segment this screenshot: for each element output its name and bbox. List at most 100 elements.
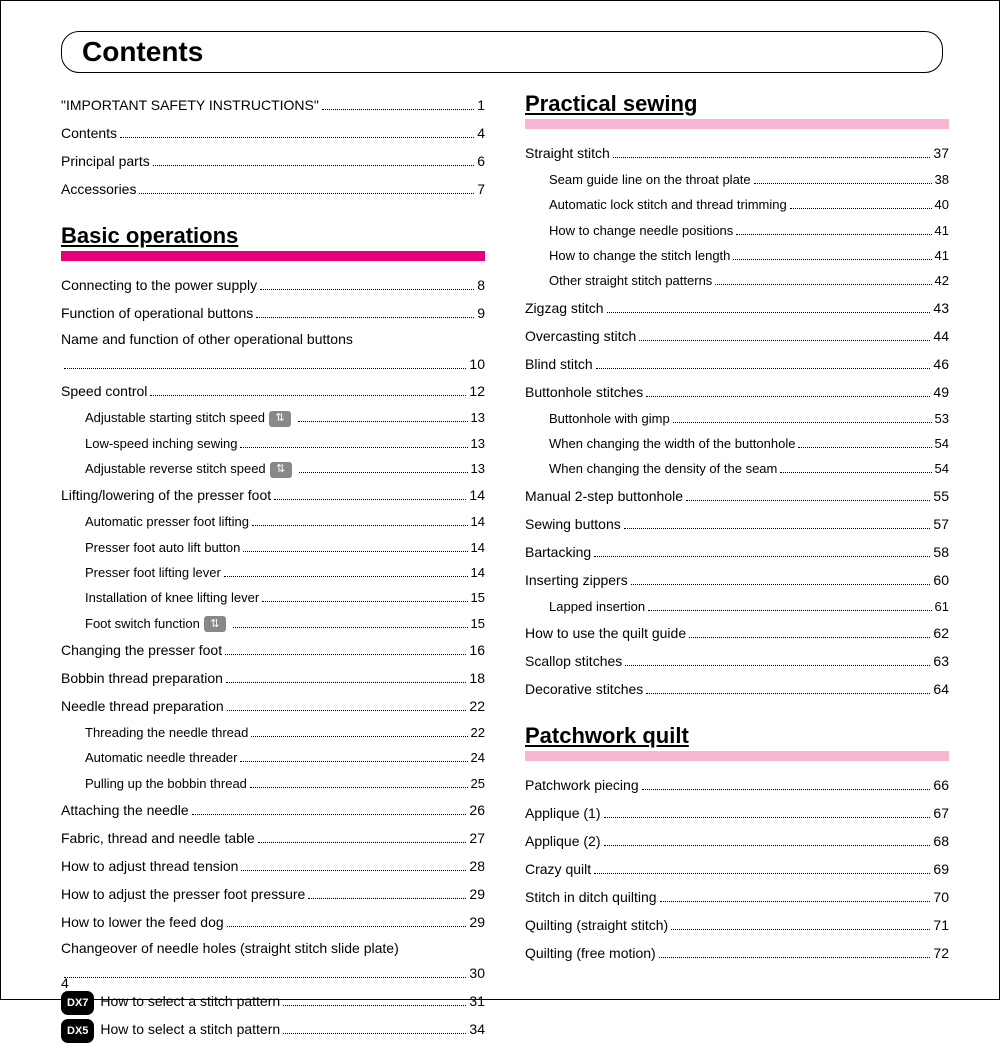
leader-dots [754, 171, 932, 184]
leader-dots [624, 515, 931, 529]
toc-label: Applique (1) [525, 799, 601, 827]
toc-entry: Bobbin thread preparation 18 [61, 664, 485, 692]
toc-columns: "IMPORTANT SAFETY INSTRUCTIONS" 1 Conten… [61, 91, 949, 1043]
toc-label: Crazy quilt [525, 855, 591, 883]
toc-entry: Automatic lock stitch and thread trimmin… [525, 192, 949, 217]
leader-dots [671, 917, 930, 931]
toc-label: "IMPORTANT SAFETY INSTRUCTIONS" [61, 91, 319, 119]
toc-page: 42 [935, 268, 949, 293]
toc-label: DX5How to select a stitch pattern [61, 1015, 280, 1043]
toc-entry: How to change the stitch length 41 [525, 243, 949, 268]
toc-entry: How to adjust thread tension 28 [61, 852, 485, 880]
toc-label: Patchwork piecing [525, 771, 639, 799]
toc-page: 49 [933, 378, 949, 406]
leader-dots [262, 590, 467, 603]
section-heading: Practical sewing [525, 91, 949, 117]
leader-dots [686, 487, 930, 501]
toc-entry: Installation of knee lifting lever 15 [61, 585, 485, 610]
toc-entry: Quilting (free motion) 72 [525, 939, 949, 967]
toc-entry: Needle thread preparation 22 [61, 692, 485, 720]
leader-dots [256, 304, 474, 318]
leader-dots [192, 802, 467, 816]
toc-label: Manual 2-step buttonhole [525, 482, 683, 510]
toc-label: Lapped insertion [549, 594, 645, 619]
toc-entry: Attaching the needle 26 [61, 796, 485, 824]
toc-label: Fabric, thread and needle table [61, 824, 255, 852]
settings-icon: ⇅ [204, 616, 226, 632]
leader-dots [227, 914, 467, 928]
toc-label: Installation of knee lifting lever [85, 585, 259, 610]
toc-page: 41 [935, 243, 949, 268]
toc-label: Quilting (straight stitch) [525, 911, 668, 939]
toc-page: 10 [469, 352, 485, 377]
toc-label: How to adjust the presser foot pressure [61, 880, 305, 908]
toc-label: Buttonhole with gimp [549, 406, 670, 431]
toc-label: Bartacking [525, 538, 591, 566]
toc-entry: Pulling up the bobbin thread 25 [61, 771, 485, 796]
toc-entry: Patchwork piecing 66 [525, 771, 949, 799]
leader-dots [715, 273, 931, 286]
toc-entry: Decorative stitches 64 [525, 675, 949, 703]
toc-page: 14 [471, 509, 485, 534]
toc-entry: Contents 4 [61, 119, 485, 147]
toc-page: 43 [933, 294, 949, 322]
toc-entry: How to adjust the presser foot pressure … [61, 880, 485, 908]
toc-page: 13 [471, 431, 485, 456]
leader-dots [139, 180, 474, 194]
leader-dots [631, 571, 931, 585]
toc-page: 54 [935, 456, 949, 481]
toc-label: Automatic lock stitch and thread trimmin… [549, 192, 787, 217]
toc-page: 13 [471, 405, 485, 430]
leader-dots [250, 775, 468, 788]
toc-label: Contents [61, 119, 117, 147]
leader-dots [736, 222, 931, 235]
toc-page: 40 [935, 192, 949, 217]
right-column: Practical sewing Straight stitch 37 Seam… [525, 91, 949, 1043]
toc-label: Lifting/lowering of the presser foot [61, 481, 271, 509]
toc-entry: Sewing buttons 57 [525, 510, 949, 538]
leader-dots [596, 355, 931, 369]
leader-dots [780, 461, 931, 474]
toc-label: Adjustable starting stitch speed⇅ [85, 405, 295, 430]
toc-entry: Fabric, thread and needle table 27 [61, 824, 485, 852]
toc-entry: Straight stitch 37 [525, 139, 949, 167]
toc-entry: Manual 2-step buttonhole 55 [525, 482, 949, 510]
toc-page: 58 [933, 538, 949, 566]
toc-page: 28 [469, 852, 485, 880]
section-underline [61, 251, 485, 261]
toc-entry: Buttonhole with gimp 53 [525, 406, 949, 431]
section-heading: Patchwork quilt [525, 723, 949, 749]
toc-entry: Zigzag stitch 43 [525, 294, 949, 322]
toc-page: 29 [469, 908, 485, 936]
toc-page: 38 [935, 167, 949, 192]
toc-page: 57 [933, 510, 949, 538]
toc-label: How to change needle positions [549, 218, 733, 243]
toc-page: 61 [935, 594, 949, 619]
leader-dots [150, 383, 466, 397]
toc-page: 14 [471, 535, 485, 560]
leader-dots [243, 539, 467, 552]
leader-dots [64, 356, 466, 370]
leader-dots [283, 1020, 466, 1034]
toc-entry: Low-speed inching sewing 13 [61, 431, 485, 456]
toc-entry: When changing the width of the buttonhol… [525, 431, 949, 456]
leader-dots [252, 514, 468, 527]
leader-dots [613, 144, 931, 158]
toc-entry: How to change needle positions 41 [525, 218, 949, 243]
toc-entry: Automatic presser foot lifting 14 [61, 509, 485, 534]
toc-page: 67 [933, 799, 949, 827]
toc-page: 54 [935, 431, 949, 456]
leader-dots [639, 327, 930, 341]
leader-dots [258, 830, 467, 844]
leader-dots [308, 886, 466, 900]
model-badge: DX7 [61, 991, 94, 1015]
toc-page: 4 [477, 119, 485, 147]
toc-entry: Blind stitch 46 [525, 350, 949, 378]
toc-entry: Scallop stitches 63 [525, 647, 949, 675]
toc-label: Presser foot lifting lever [85, 560, 221, 585]
toc-label: Straight stitch [525, 139, 610, 167]
toc-label: Attaching the needle [61, 796, 189, 824]
leader-dots [790, 197, 932, 210]
toc-label: Inserting zippers [525, 566, 628, 594]
leader-dots [604, 833, 931, 847]
